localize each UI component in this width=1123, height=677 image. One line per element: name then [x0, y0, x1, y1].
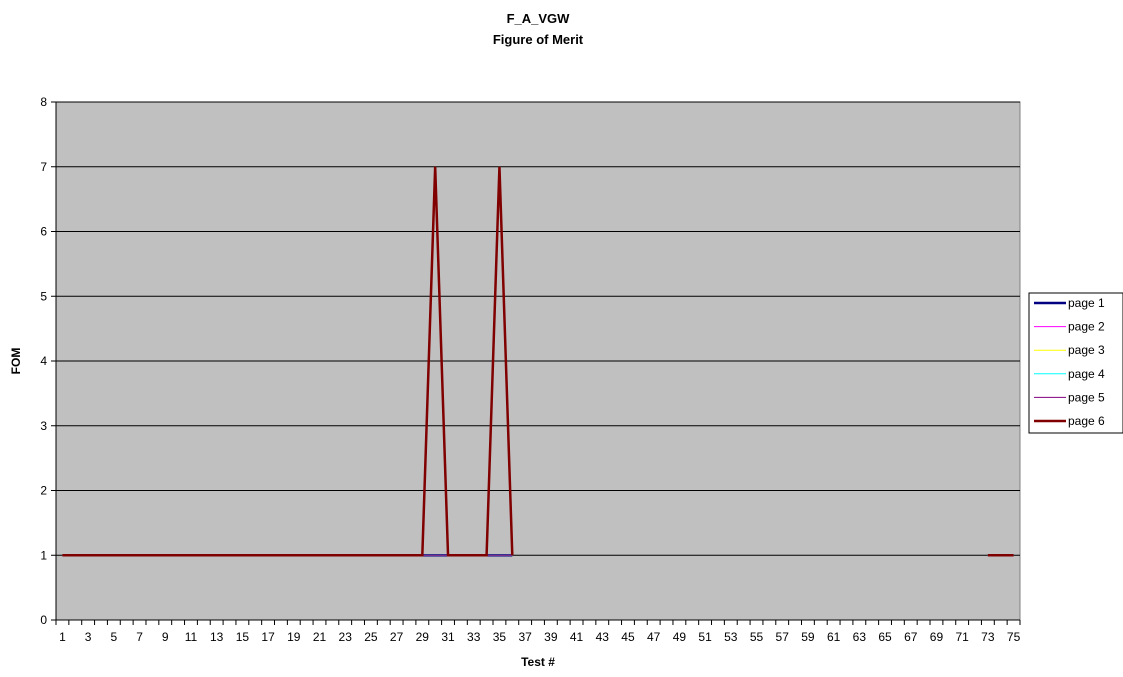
x-tick-label: 3 — [85, 630, 92, 644]
series-page-6 — [62, 166, 1014, 557]
x-tick-label: 61 — [827, 630, 841, 644]
legend-item: page 1 — [1034, 296, 1105, 310]
x-tick-label: 71 — [955, 630, 969, 644]
y-tick-label: 7 — [40, 160, 47, 174]
x-tick-label: 45 — [621, 630, 635, 644]
x-tick-label: 51 — [698, 630, 712, 644]
x-tick-label: 25 — [364, 630, 378, 644]
x-tick-label: 35 — [493, 630, 507, 644]
x-tick-label: 73 — [981, 630, 995, 644]
x-tick-label: 63 — [853, 630, 867, 644]
x-tick-label: 65 — [878, 630, 892, 644]
legend-item: page 5 — [1034, 390, 1105, 404]
x-tick-label: 53 — [724, 630, 738, 644]
x-tick-label: 55 — [750, 630, 764, 644]
legend-label: page 3 — [1068, 343, 1105, 357]
y-tick-label: 8 — [40, 95, 47, 109]
y-axis-label: FOM — [9, 348, 23, 375]
legend-label: page 4 — [1068, 367, 1105, 381]
y-tick-label: 2 — [40, 484, 47, 498]
x-tick-label: 49 — [673, 630, 687, 644]
x-tick-label: 9 — [162, 630, 169, 644]
y-tick-label: 1 — [40, 548, 47, 562]
chart-subtitle: Figure of Merit — [493, 32, 584, 47]
y-tick-label: 6 — [40, 225, 47, 239]
legend-label: page 6 — [1068, 414, 1105, 428]
x-tick-label: 19 — [287, 630, 301, 644]
legend-label: page 2 — [1068, 320, 1105, 334]
x-tick-label: 41 — [570, 630, 584, 644]
x-tick-label: 1 — [59, 630, 66, 644]
x-tick-label: 75 — [1007, 630, 1021, 644]
legend-label: page 5 — [1068, 390, 1105, 404]
x-tick-label: 15 — [236, 630, 250, 644]
legend-box — [1028, 292, 1123, 434]
x-tick-label: 21 — [313, 630, 327, 644]
series-line — [62, 166, 1014, 557]
series-layer — [62, 166, 1014, 557]
x-tick-label: 37 — [518, 630, 532, 644]
x-tick-label: 7 — [136, 630, 143, 644]
x-tick-labels: 1 3 5 7 9 11 13 15 17 19 21 23 25 27 29 31 33 35 37 39 41 43 4… — [59, 630, 1020, 644]
legend: page 1 page 2 page 3 page 4 page 5 page 6 — [1028, 292, 1123, 434]
y-tick-label: 5 — [40, 289, 47, 303]
y-tick-label: 3 — [40, 419, 47, 433]
y-tick-label: 4 — [40, 354, 47, 368]
x-tick-label: 39 — [544, 630, 558, 644]
x-tick-label: 47 — [647, 630, 661, 644]
legend-item: page 3 — [1034, 343, 1105, 357]
x-tick-label: 31 — [441, 630, 455, 644]
axes — [51, 101, 1021, 625]
y-tick-label: 0 — [40, 613, 47, 627]
x-tick-label: 67 — [904, 630, 918, 644]
x-tick-label: 33 — [467, 630, 481, 644]
x-tick-label: 5 — [110, 630, 117, 644]
y-tick-labels: 0 1 2 3 4 5 6 7 8 — [40, 95, 47, 627]
x-axis-label: Test # — [521, 655, 555, 669]
x-tick-label: 57 — [776, 630, 790, 644]
x-tick-label: 27 — [390, 630, 404, 644]
x-tick-label: 43 — [596, 630, 610, 644]
legend-item: page 2 — [1034, 320, 1105, 334]
x-tick-label: 59 — [801, 630, 815, 644]
x-tick-label: 17 — [261, 630, 275, 644]
x-tick-label: 11 — [185, 630, 198, 644]
legend-label: page 1 — [1068, 296, 1105, 310]
x-tick-label: 13 — [210, 630, 224, 644]
x-tick-label: 69 — [930, 630, 944, 644]
x-tick-label: 29 — [416, 630, 430, 644]
chart-title: F_A_VGW — [507, 11, 571, 26]
legend-item: page 6 — [1034, 414, 1105, 428]
x-tick-label: 23 — [339, 630, 353, 644]
legend-item: page 4 — [1034, 367, 1105, 381]
